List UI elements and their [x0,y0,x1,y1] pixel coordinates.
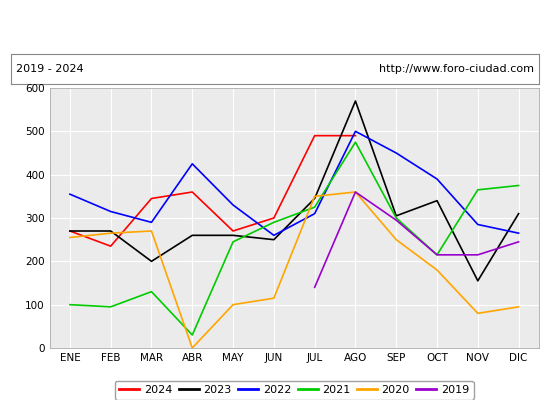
Text: http://www.foro-ciudad.com: http://www.foro-ciudad.com [379,64,534,74]
Legend: 2024, 2023, 2022, 2021, 2020, 2019: 2024, 2023, 2022, 2021, 2020, 2019 [115,381,474,400]
Text: Evolucion Nº Turistas Nacionales en el municipio de Ojós: Evolucion Nº Turistas Nacionales en el m… [58,18,492,34]
Text: 2019 - 2024: 2019 - 2024 [16,64,84,74]
